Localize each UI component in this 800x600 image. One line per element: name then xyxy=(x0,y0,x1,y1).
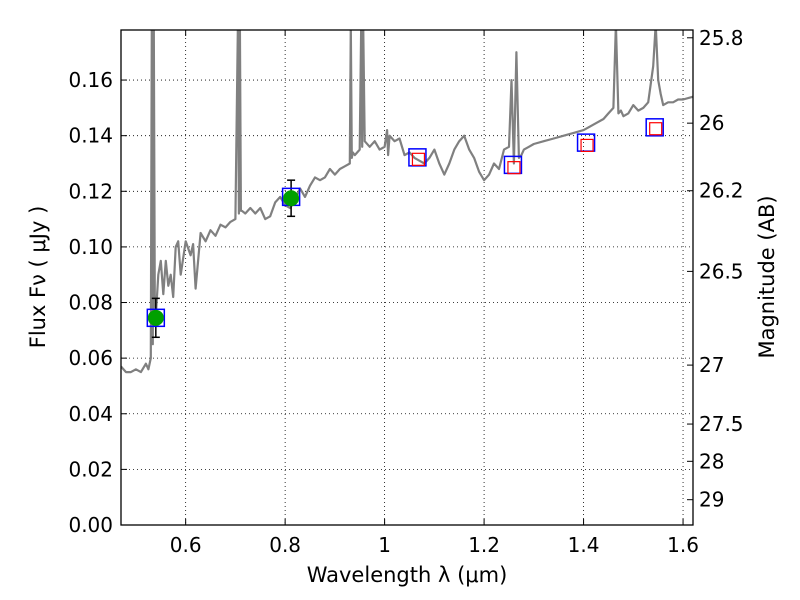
x-tick-label: 1.4 xyxy=(568,533,600,557)
x-tick-label: 1.6 xyxy=(667,533,699,557)
upper-limit-point xyxy=(411,152,426,166)
axes-ticks: 0.6 0.8 1 1.2 1.4 1.6 0.00 0.02 0.04 0.06 0.08 0.10… xyxy=(68,26,743,557)
y2-tick-label: 26 xyxy=(699,111,724,135)
x-axis-label: Wavelength λ (μm) xyxy=(307,563,508,587)
y2-tick-label: 27 xyxy=(699,353,724,377)
upper-limit-point xyxy=(507,161,521,175)
y2-axis-label: Magnitude (AB) xyxy=(755,195,779,358)
y2-tick-label: 29 xyxy=(699,488,724,512)
y-tick-label: 0.16 xyxy=(68,68,113,92)
plot-frame xyxy=(120,29,694,526)
x-tick-label: 0.6 xyxy=(170,533,202,557)
spectrum-line xyxy=(121,30,693,374)
plot-area xyxy=(121,30,693,374)
model-point xyxy=(146,308,166,328)
y2-tick-label: 27.5 xyxy=(699,412,744,436)
y-tick-label: 0.04 xyxy=(68,402,113,426)
x-tick-label: 1 xyxy=(378,533,391,557)
y2-tick-label: 26.2 xyxy=(699,179,744,203)
y-tick-label: 0.10 xyxy=(68,235,113,259)
y2-tick-label: 28 xyxy=(699,449,724,473)
observed-point xyxy=(283,190,300,207)
x-tick-label: 0.8 xyxy=(269,533,301,557)
observed-point xyxy=(147,309,164,326)
y-tick-label: 0.00 xyxy=(68,513,113,537)
y-axis-label: Flux Fν ( μJy ) xyxy=(26,206,50,349)
upper-limit-point xyxy=(580,138,594,153)
x-tick-label: 1.2 xyxy=(468,533,500,557)
y-tick-label: 0.08 xyxy=(68,291,113,315)
upper-limit-point xyxy=(649,122,663,136)
y-tick-label: 0.12 xyxy=(68,179,113,203)
plot-background xyxy=(121,30,693,525)
model-point xyxy=(645,118,664,137)
y-tick-label: 0.14 xyxy=(68,124,113,148)
y2-tick-label: 26.5 xyxy=(699,259,744,283)
y2-tick-label: 25.8 xyxy=(699,26,744,50)
y-tick-label: 0.06 xyxy=(68,346,113,370)
y-tick-label: 0.02 xyxy=(68,457,113,481)
